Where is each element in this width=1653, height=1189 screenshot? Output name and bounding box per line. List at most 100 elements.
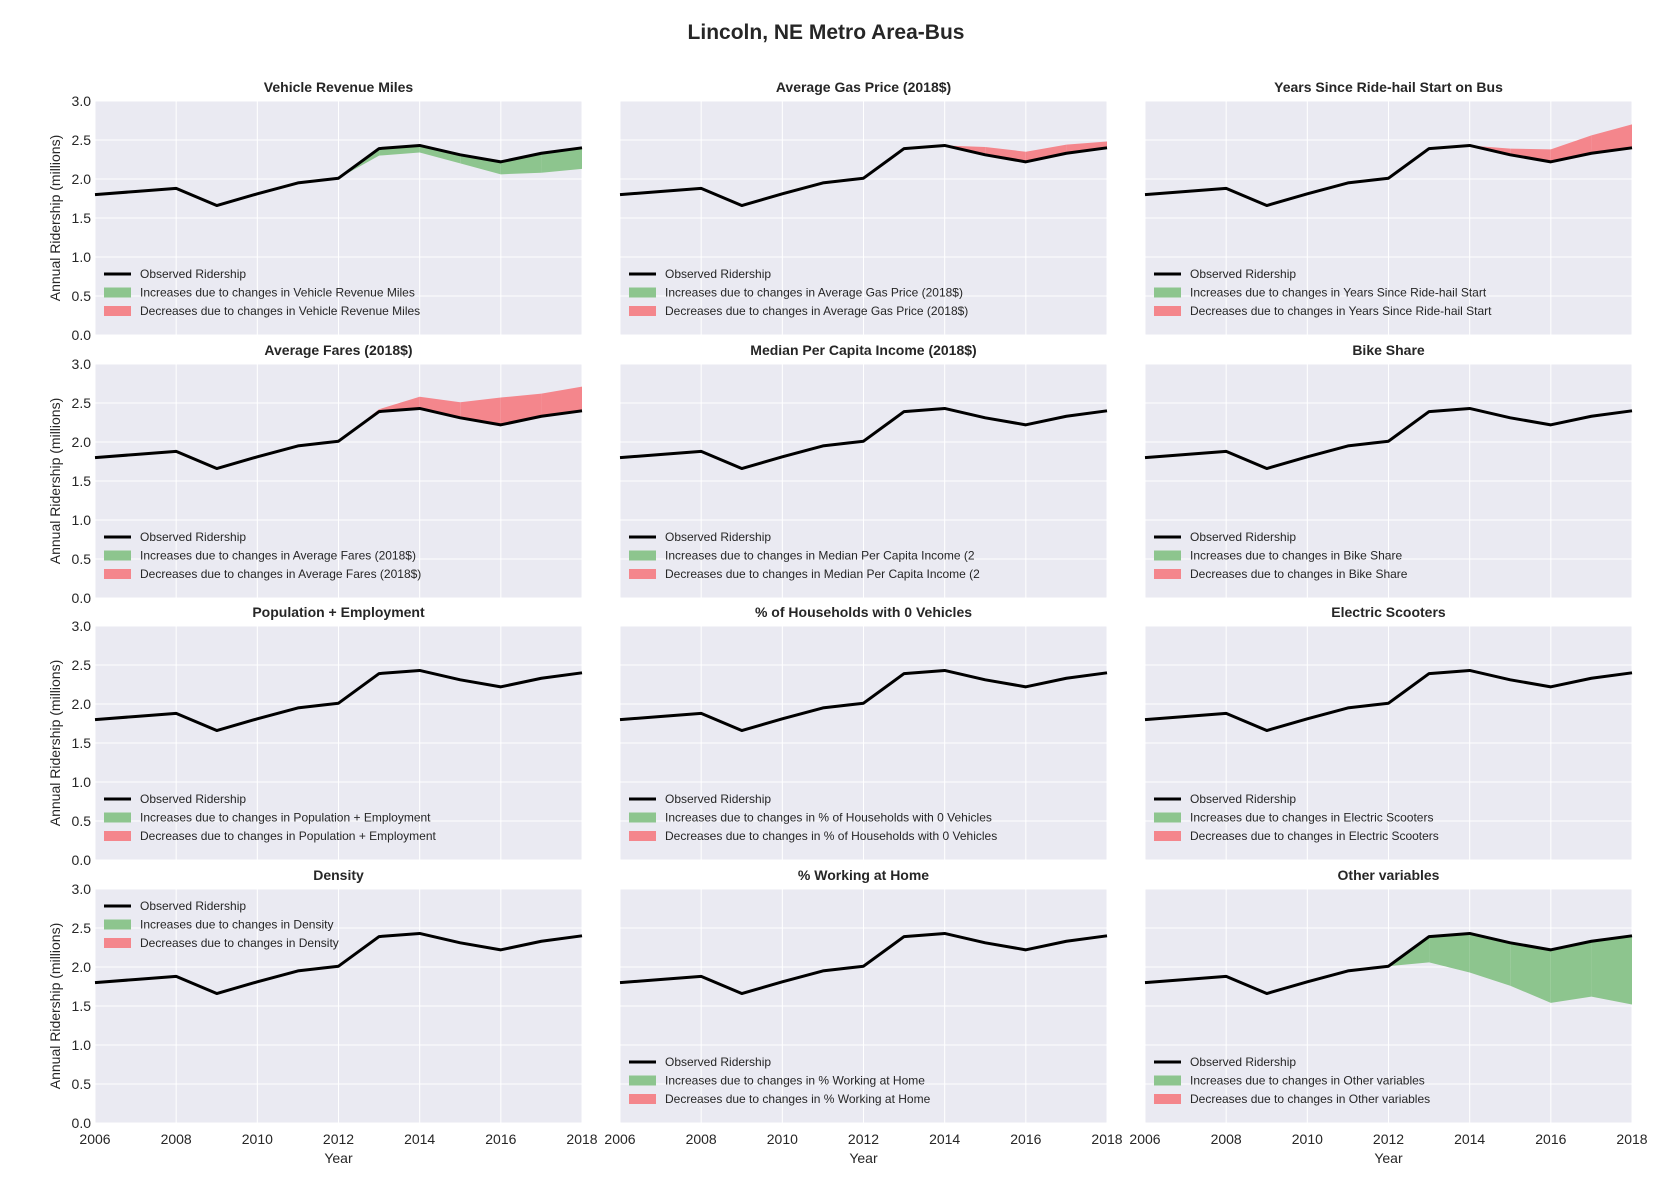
legend: Observed Ridership Increases due to chang… xyxy=(1154,530,1408,581)
legend: Observed Ridership Increases due to chang… xyxy=(1154,267,1492,318)
x-tick-label: 2012 xyxy=(848,1131,879,1147)
legend-increase-swatch xyxy=(629,1075,656,1086)
x-tick-label: 2018 xyxy=(566,1131,597,1147)
legend-increase-swatch xyxy=(1154,1075,1181,1086)
observed-ridership-line xyxy=(94,931,583,996)
y-tick-label: 2.0 xyxy=(72,696,92,712)
x-tick-label: 2006 xyxy=(1129,1131,1160,1147)
panel: Vehicle Revenue Miles 0.0 0.5 1.0 1.5 2.0 2.5 3… xyxy=(47,79,583,343)
observed-ridership-line xyxy=(619,143,1108,208)
x-tick-label: 2008 xyxy=(1211,1131,1242,1147)
legend-label: Increases due to changes in Population +… xyxy=(140,811,431,825)
legend-label: Observed Ridership xyxy=(140,267,246,281)
x-tick-label: 2014 xyxy=(404,1131,435,1147)
legend-label: Decreases due to changes in % of Househo… xyxy=(665,829,997,843)
y-tick-label: 0.5 xyxy=(72,1076,92,1092)
decrease-area xyxy=(1591,124,1632,154)
x-tick-label: 2010 xyxy=(767,1131,798,1147)
legend-label: Observed Ridership xyxy=(665,1055,771,1069)
y-tick-label: 0.5 xyxy=(72,288,92,304)
y-tick-label: 2.5 xyxy=(72,395,92,411)
legend-label: Observed Ridership xyxy=(140,792,246,806)
y-tick-label: 0.5 xyxy=(72,551,92,567)
y-tick-label: 1.5 xyxy=(72,735,92,751)
legend-decrease-swatch xyxy=(104,938,131,948)
panel-title: Vehicle Revenue Miles xyxy=(264,79,414,95)
y-tick-label: 2.5 xyxy=(72,657,92,673)
increase-area xyxy=(1429,933,1470,973)
increase-area xyxy=(460,154,501,175)
x-tick-label: 2018 xyxy=(1091,1131,1122,1147)
decrease-area xyxy=(541,386,582,417)
y-tick-label: 1.0 xyxy=(72,512,92,528)
legend-label: Decreases due to changes in % Working at… xyxy=(665,1092,931,1106)
legend-label: Observed Ridership xyxy=(1190,267,1296,281)
y-tick-label: 3.0 xyxy=(72,881,92,897)
y-tick-label: 1.0 xyxy=(72,1037,92,1053)
increase-area xyxy=(541,147,582,173)
legend: Observed Ridership Increases due to chang… xyxy=(104,267,420,318)
observed-ridership-line xyxy=(1144,668,1633,733)
legend-decrease-swatch xyxy=(104,831,131,841)
observed-ridership-line xyxy=(94,406,583,471)
y-axis-label: Annual Ridership (millions) xyxy=(47,135,63,302)
x-tick-label: 2018 xyxy=(1616,1131,1647,1147)
increase-area xyxy=(1469,933,1511,986)
legend-label: Decreases due to changes in Electric Sco… xyxy=(1190,829,1439,843)
panel-title: Average Gas Price (2018$) xyxy=(776,79,951,95)
x-tick-label: 2016 xyxy=(1535,1131,1566,1147)
legend-decrease-swatch xyxy=(1154,569,1181,579)
decrease-area xyxy=(1510,148,1551,162)
legend-label: Decreases due to changes in Years Since … xyxy=(1190,304,1492,318)
panel: % Working at Home 2006 2008 2010 2012 2014 201… xyxy=(604,867,1122,1166)
x-axis-label: Year xyxy=(849,1150,878,1166)
observed-ridership-line xyxy=(619,668,1108,733)
panel: Density 0.0 0.5 1.0 1.5 2.0 2.5 3.0 Annual Rider… xyxy=(47,867,598,1166)
x-tick-label: 2016 xyxy=(1010,1131,1041,1147)
x-tick-label: 2008 xyxy=(686,1131,717,1147)
legend-label: Observed Ridership xyxy=(140,530,246,544)
y-tick-label: 1.0 xyxy=(72,249,92,265)
legend-label: Decreases due to changes in Population +… xyxy=(140,829,437,843)
legend-label: Increases due to changes in Vehicle Reve… xyxy=(140,286,415,300)
y-tick-label: 2.5 xyxy=(72,132,92,148)
panel: % of Households with 0 Vehicles Observed … xyxy=(619,604,1108,861)
decrease-area xyxy=(460,397,501,425)
legend-label: Observed Ridership xyxy=(665,792,771,806)
legend-label: Observed Ridership xyxy=(1190,792,1296,806)
panel-title: Other variables xyxy=(1338,867,1440,883)
increase-area xyxy=(500,153,542,175)
legend-increase-swatch xyxy=(104,812,131,823)
legend-label: Increases due to changes in Density xyxy=(140,918,333,932)
legend-label: Increases due to changes in Median Per C… xyxy=(665,549,975,563)
legend-label: Increases due to changes in Average Fare… xyxy=(140,549,416,563)
x-tick-label: 2016 xyxy=(485,1131,516,1147)
legend-decrease-swatch xyxy=(629,569,656,579)
decrease-area xyxy=(985,147,1026,162)
legend-label: Increases due to changes in Other variab… xyxy=(1190,1074,1425,1088)
x-tick-label: 2006 xyxy=(604,1131,635,1147)
legend-decrease-swatch xyxy=(629,1094,656,1104)
legend: Observed Ridership Increases due to chang… xyxy=(1154,1055,1430,1106)
legend: Observed Ridership Increases due to chang… xyxy=(629,1055,931,1106)
legend: Observed Ridership Increases due to chang… xyxy=(629,792,997,843)
legend-label: Observed Ridership xyxy=(665,530,771,544)
legend-label: Increases due to changes in Years Since … xyxy=(1190,286,1487,300)
x-tick-label: 2006 xyxy=(79,1131,110,1147)
y-tick-label: 2.0 xyxy=(72,171,92,187)
legend: Observed Ridership Increases due to chang… xyxy=(629,267,968,318)
legend-decrease-swatch xyxy=(1154,1094,1181,1104)
panel: Electric Scooters Observed Ridership Incre… xyxy=(1144,604,1633,861)
legend-label: Increases due to changes in % of Househo… xyxy=(665,811,992,825)
y-tick-label: 2.0 xyxy=(72,959,92,975)
observed-ridership-line xyxy=(619,931,1108,996)
panel-title: % Working at Home xyxy=(798,867,929,883)
legend: Observed Ridership Increases due to chang… xyxy=(104,792,437,843)
legend-decrease-swatch xyxy=(1154,831,1181,841)
panel: Median Per Capita Income (2018$) Observed… xyxy=(619,342,1108,599)
observed-ridership-line xyxy=(619,406,1108,471)
panel: Years Since Ride-hail Start on Bus Observ… xyxy=(1144,79,1633,336)
panel-title: Population + Employment xyxy=(252,604,425,620)
increase-area xyxy=(1550,941,1592,1003)
x-tick-label: 2012 xyxy=(323,1131,354,1147)
